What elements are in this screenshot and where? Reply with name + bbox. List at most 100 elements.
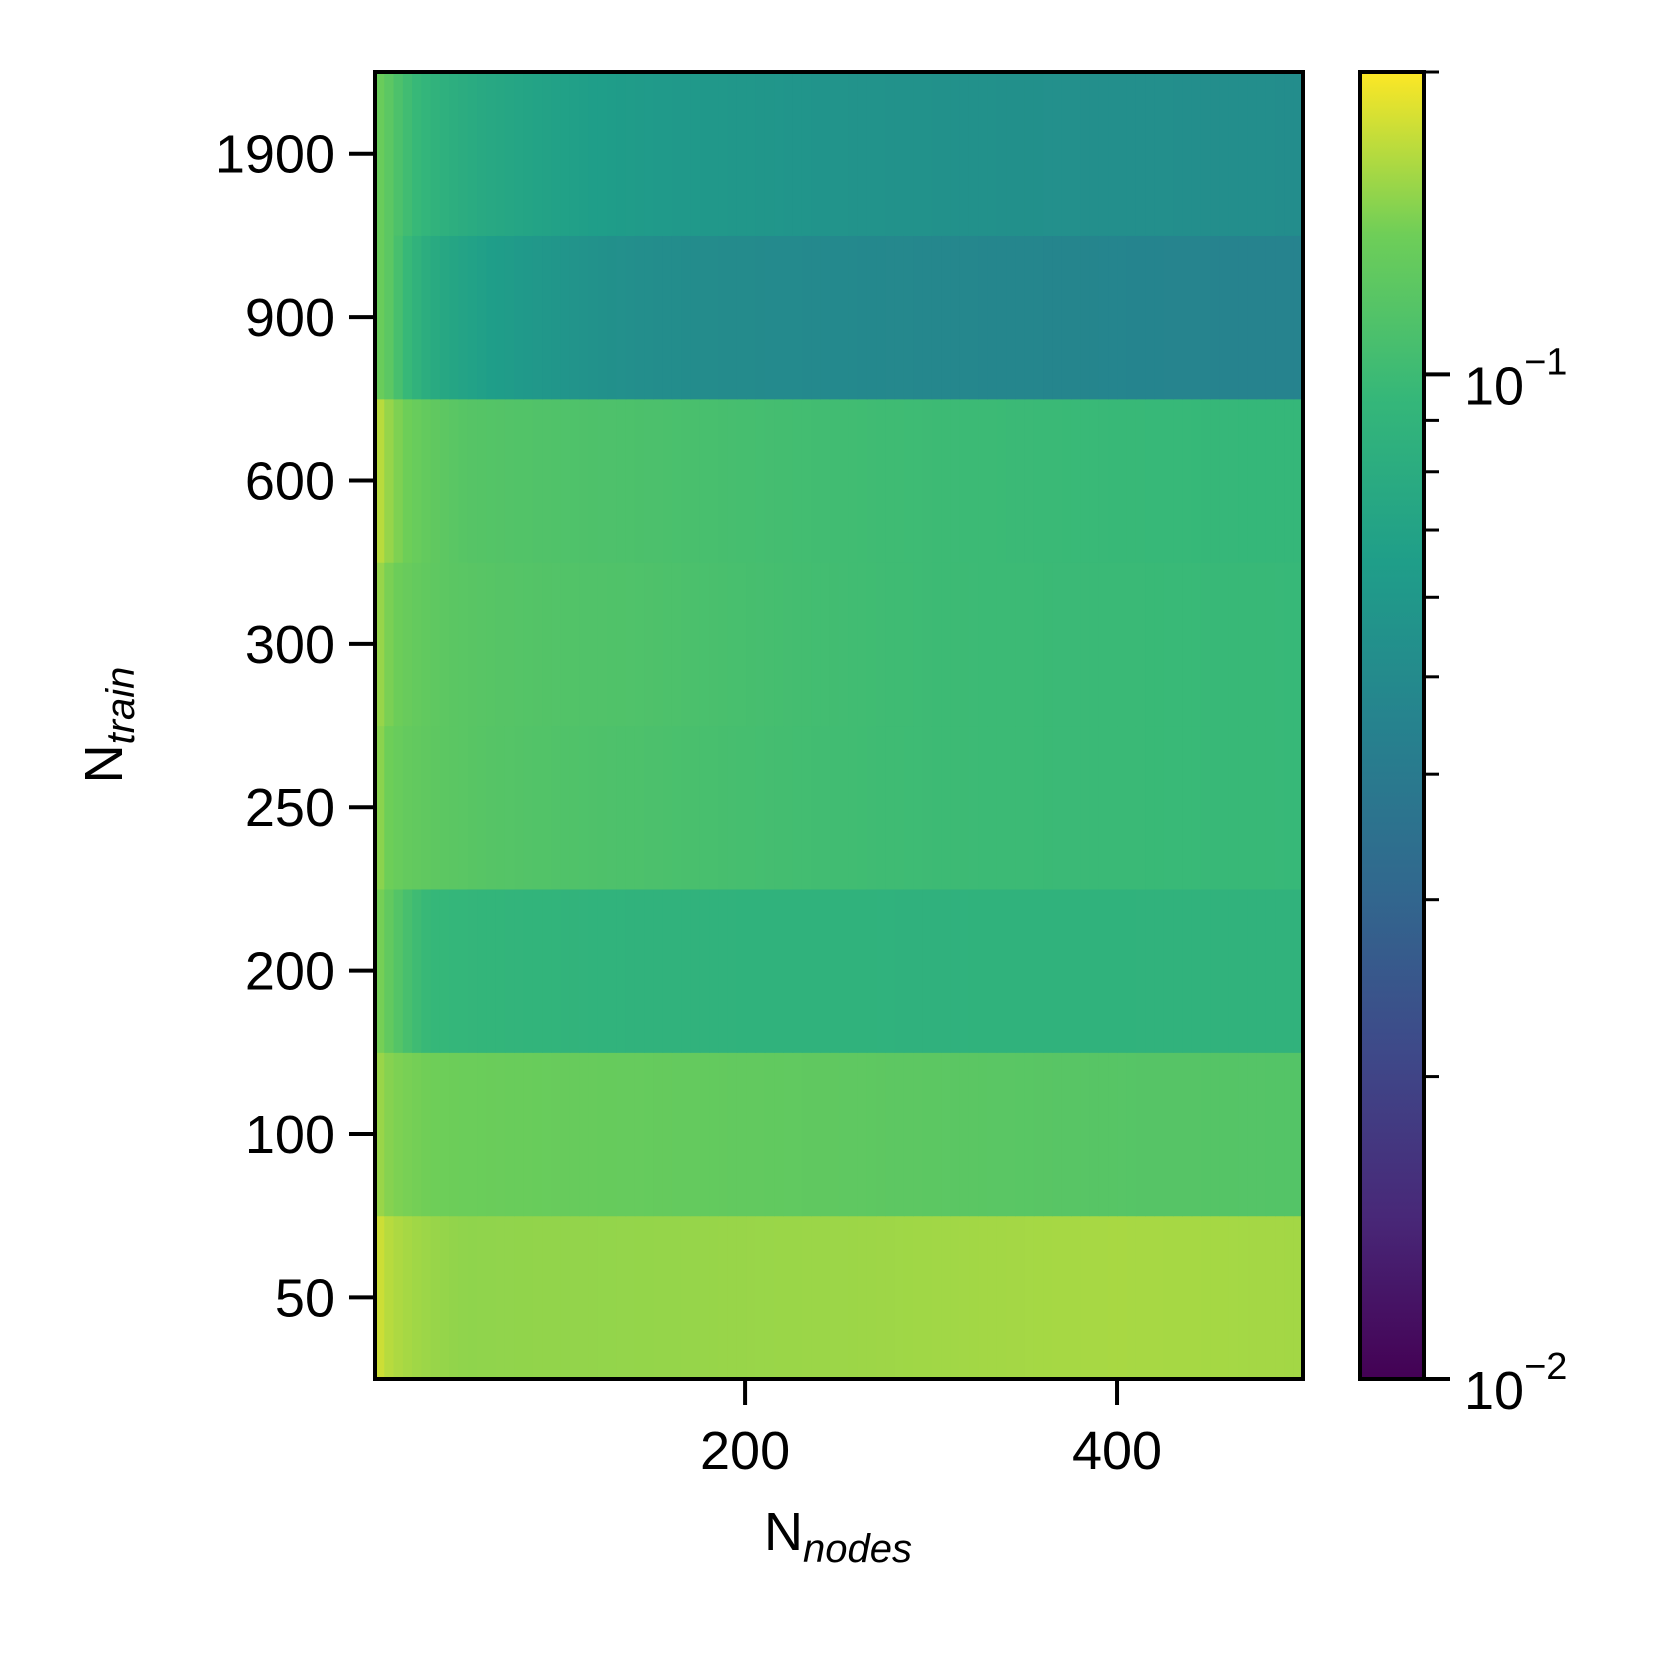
heatmap-cell bbox=[801, 398, 812, 563]
heatmap-cell bbox=[662, 398, 673, 563]
heatmap-cell bbox=[607, 725, 617, 890]
heatmap-cell bbox=[1089, 888, 1100, 1053]
heatmap-cell bbox=[384, 1215, 395, 1380]
heatmap-cell bbox=[709, 562, 719, 727]
heatmap-cell bbox=[588, 1052, 599, 1217]
heatmap-cell bbox=[746, 1052, 757, 1217]
heatmap-cell bbox=[848, 398, 859, 563]
heatmap-cell bbox=[1071, 398, 1081, 563]
heatmap-cell bbox=[876, 398, 886, 563]
heatmap-cell bbox=[1043, 398, 1054, 563]
heatmap-cell bbox=[1228, 562, 1239, 727]
heatmap-cell bbox=[681, 398, 692, 563]
heatmap-cell bbox=[1052, 72, 1063, 236]
heatmap-cell bbox=[718, 1052, 729, 1217]
heatmap-cell bbox=[857, 562, 868, 727]
heatmap-cell bbox=[384, 888, 395, 1053]
heatmap-cell bbox=[662, 562, 673, 727]
heatmap-cell bbox=[1154, 1052, 1165, 1217]
heatmap-cell bbox=[913, 72, 924, 236]
heatmap-cell bbox=[968, 1215, 979, 1380]
heatmap-cell bbox=[514, 1215, 525, 1380]
heatmap-cell bbox=[1089, 72, 1100, 236]
heatmap-cell bbox=[1052, 562, 1063, 727]
heatmap-cell bbox=[1154, 888, 1165, 1053]
heatmap-cell bbox=[1071, 1052, 1081, 1217]
heatmap-cell bbox=[1200, 888, 1211, 1053]
plot-frame bbox=[373, 70, 1305, 1381]
heatmap-cell bbox=[588, 1215, 599, 1380]
heatmap-cell bbox=[755, 72, 766, 236]
heatmap-cell bbox=[634, 725, 645, 890]
colorbar-tick-label: 10−2 bbox=[1464, 1346, 1567, 1421]
heatmap-cell bbox=[1191, 72, 1202, 236]
heatmap-cell bbox=[551, 725, 562, 890]
heatmap-cell bbox=[551, 398, 562, 563]
heatmap-cell bbox=[839, 1215, 849, 1380]
heatmap-cell bbox=[848, 1215, 859, 1380]
heatmap-cell bbox=[996, 72, 1007, 236]
heatmap-cell bbox=[922, 398, 933, 563]
heatmap-cell bbox=[1126, 1052, 1137, 1217]
heatmap-cell bbox=[625, 398, 636, 563]
heatmap-cell bbox=[616, 398, 627, 563]
heatmap-cell bbox=[820, 72, 831, 236]
heatmap-cell bbox=[393, 1215, 404, 1380]
heatmap-cell bbox=[412, 235, 422, 400]
heatmap-cell bbox=[959, 725, 970, 890]
heatmap-cell bbox=[1200, 562, 1211, 727]
heatmap-cell bbox=[1033, 725, 1044, 890]
heatmap-cell bbox=[950, 235, 961, 400]
heatmap-cell bbox=[848, 72, 859, 236]
heatmap-cell bbox=[922, 235, 933, 400]
heatmap-cell bbox=[792, 398, 803, 563]
heatmap-cell bbox=[959, 1052, 970, 1217]
heatmap-cell bbox=[978, 1052, 989, 1217]
heatmap-cell bbox=[569, 235, 580, 400]
heatmap-cell bbox=[736, 562, 747, 727]
heatmap-cell bbox=[1256, 72, 1267, 236]
heatmap-cell bbox=[1089, 1215, 1100, 1380]
heatmap-cell bbox=[1052, 1052, 1063, 1217]
heatmap-cell bbox=[1219, 398, 1230, 563]
heatmap-cell bbox=[690, 888, 701, 1053]
heatmap-cell bbox=[1061, 725, 1072, 890]
heatmap-cell bbox=[1015, 1215, 1026, 1380]
heatmap-cell bbox=[727, 1215, 738, 1380]
heatmap-cell bbox=[774, 72, 784, 236]
heatmap-cell bbox=[1108, 725, 1118, 890]
heatmap-cell bbox=[690, 72, 701, 236]
heatmap-cell bbox=[811, 72, 822, 236]
heatmap-cell bbox=[439, 1052, 450, 1217]
heatmap-cell bbox=[1006, 398, 1016, 563]
heatmap-cell bbox=[1024, 725, 1035, 890]
heatmap-cell bbox=[885, 1215, 896, 1380]
heatmap-cell bbox=[1006, 888, 1016, 1053]
heatmap-cell bbox=[736, 1052, 747, 1217]
heatmap-cell bbox=[486, 725, 497, 890]
heatmap-cell bbox=[1238, 398, 1248, 563]
heatmap-cell bbox=[1238, 235, 1248, 400]
heatmap-cell bbox=[514, 235, 525, 400]
heatmap-cell bbox=[931, 725, 942, 890]
heatmap-cell bbox=[783, 398, 794, 563]
heatmap-cell bbox=[903, 1052, 914, 1217]
heatmap-cell bbox=[681, 1052, 692, 1217]
heatmap-cell bbox=[931, 235, 942, 400]
heatmap-cell bbox=[1043, 1215, 1054, 1380]
heatmap-cell bbox=[783, 1052, 794, 1217]
heatmap-cell bbox=[690, 1215, 701, 1380]
heatmap-cell bbox=[1108, 1215, 1118, 1380]
heatmap-cell bbox=[1182, 725, 1193, 890]
heatmap-cell bbox=[876, 562, 886, 727]
heatmap-cell bbox=[1219, 1052, 1230, 1217]
heatmap-cell bbox=[1228, 1215, 1239, 1380]
heatmap-cell bbox=[384, 72, 395, 236]
heatmap-cell bbox=[987, 72, 998, 236]
heatmap-cell bbox=[885, 1052, 896, 1217]
heatmap-cell bbox=[402, 725, 413, 890]
heatmap-cell bbox=[393, 235, 404, 400]
heatmap-cell bbox=[430, 725, 441, 890]
heatmap-cell bbox=[579, 725, 590, 890]
heatmap-cell bbox=[1228, 72, 1239, 236]
